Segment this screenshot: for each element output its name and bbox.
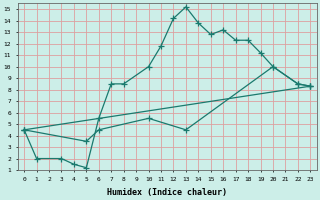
X-axis label: Humidex (Indice chaleur): Humidex (Indice chaleur) — [107, 188, 227, 197]
